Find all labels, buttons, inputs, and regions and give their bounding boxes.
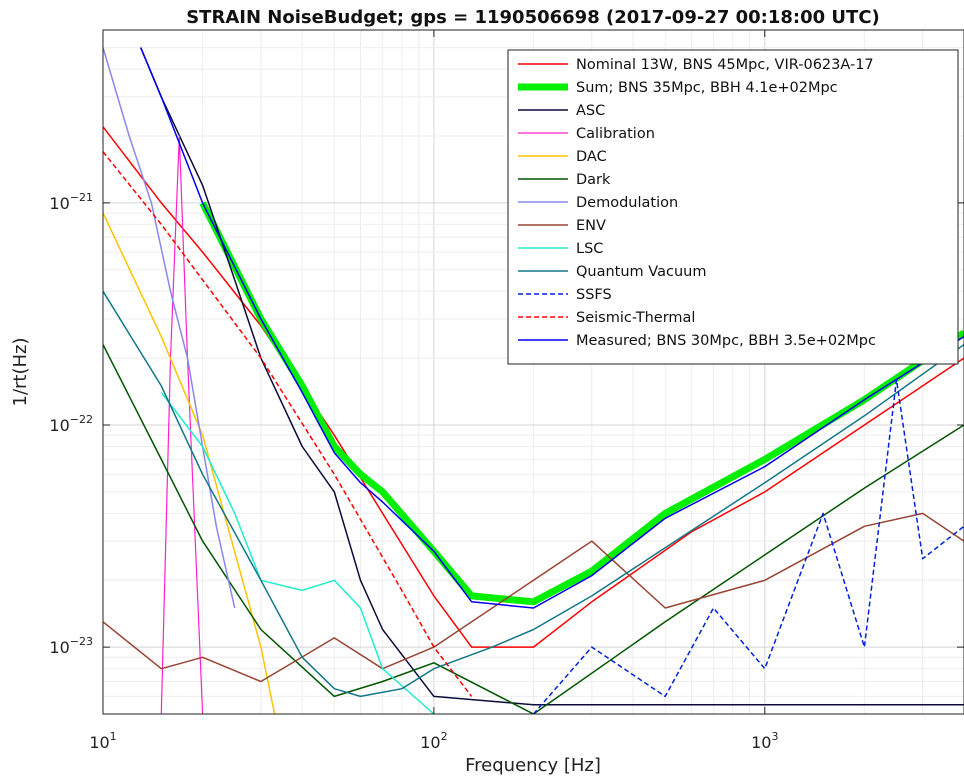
legend-entry-label: Sum; BNS 35Mpc, BBH 4.1e+02Mpc	[576, 80, 838, 96]
series-line-2	[140, 47, 964, 706]
series-layer	[103, 47, 964, 714]
y-tick-label: 10−23	[49, 635, 93, 657]
series-line-6	[103, 47, 236, 609]
x-tick-label: 103	[751, 730, 778, 752]
legend-entry-label: Demodulation	[576, 195, 678, 211]
x-axis-label: Frequency [Hz]	[465, 755, 601, 776]
plot-frame	[102, 29, 964, 715]
legend-entry-label: Measured; BNS 30Mpc, BBH 3.5e+02Mpc	[576, 333, 876, 349]
legend-entry-label: DAC	[576, 149, 607, 165]
legend-entry-label: Quantum Vacuum	[576, 264, 706, 280]
legend-entry-label: Nominal 13W, BNS 45Mpc, VIR-0623A-17	[576, 57, 874, 73]
series-line-12	[140, 47, 964, 609]
series-line-9	[103, 290, 964, 698]
legend: Nominal 13W, BNS 45Mpc, VIR-0623A-17 Sum;…	[507, 49, 959, 365]
series-line-1	[199, 201, 964, 606]
series-line-7	[103, 512, 964, 683]
series-line-0	[103, 126, 964, 648]
y-tick-label: 10−21	[49, 191, 93, 213]
series-line-11	[103, 151, 473, 697]
legend-entry-label: Dark	[576, 172, 611, 188]
x-tick-label: 102	[420, 730, 447, 752]
tick-layer: 101 102 103 10−21 10−22 10−23	[49, 30, 964, 752]
legend-entry-label: SSFS	[576, 287, 612, 303]
legend-entry-label: Calibration	[576, 126, 655, 142]
series-line-10	[532, 378, 964, 714]
legend-entry-label: Seismic-Thermal	[576, 310, 695, 326]
y-tick-label: 10−22	[49, 413, 93, 435]
series-line-3	[160, 135, 204, 714]
series-line-4	[103, 212, 276, 714]
legend-box	[507, 49, 959, 365]
series-line-8	[160, 392, 435, 714]
series-line-5	[103, 344, 964, 714]
legend-entry-label: ENV	[576, 218, 606, 234]
chart-title: STRAIN NoiseBudget; gps = 1190506698 (20…	[186, 7, 880, 28]
legend-entry-label: LSC	[576, 241, 603, 257]
x-tick-label: 101	[89, 730, 116, 752]
y-axis-label: 1/rt(Hz)	[10, 337, 31, 406]
legend-entry-label: ASC	[576, 103, 605, 119]
